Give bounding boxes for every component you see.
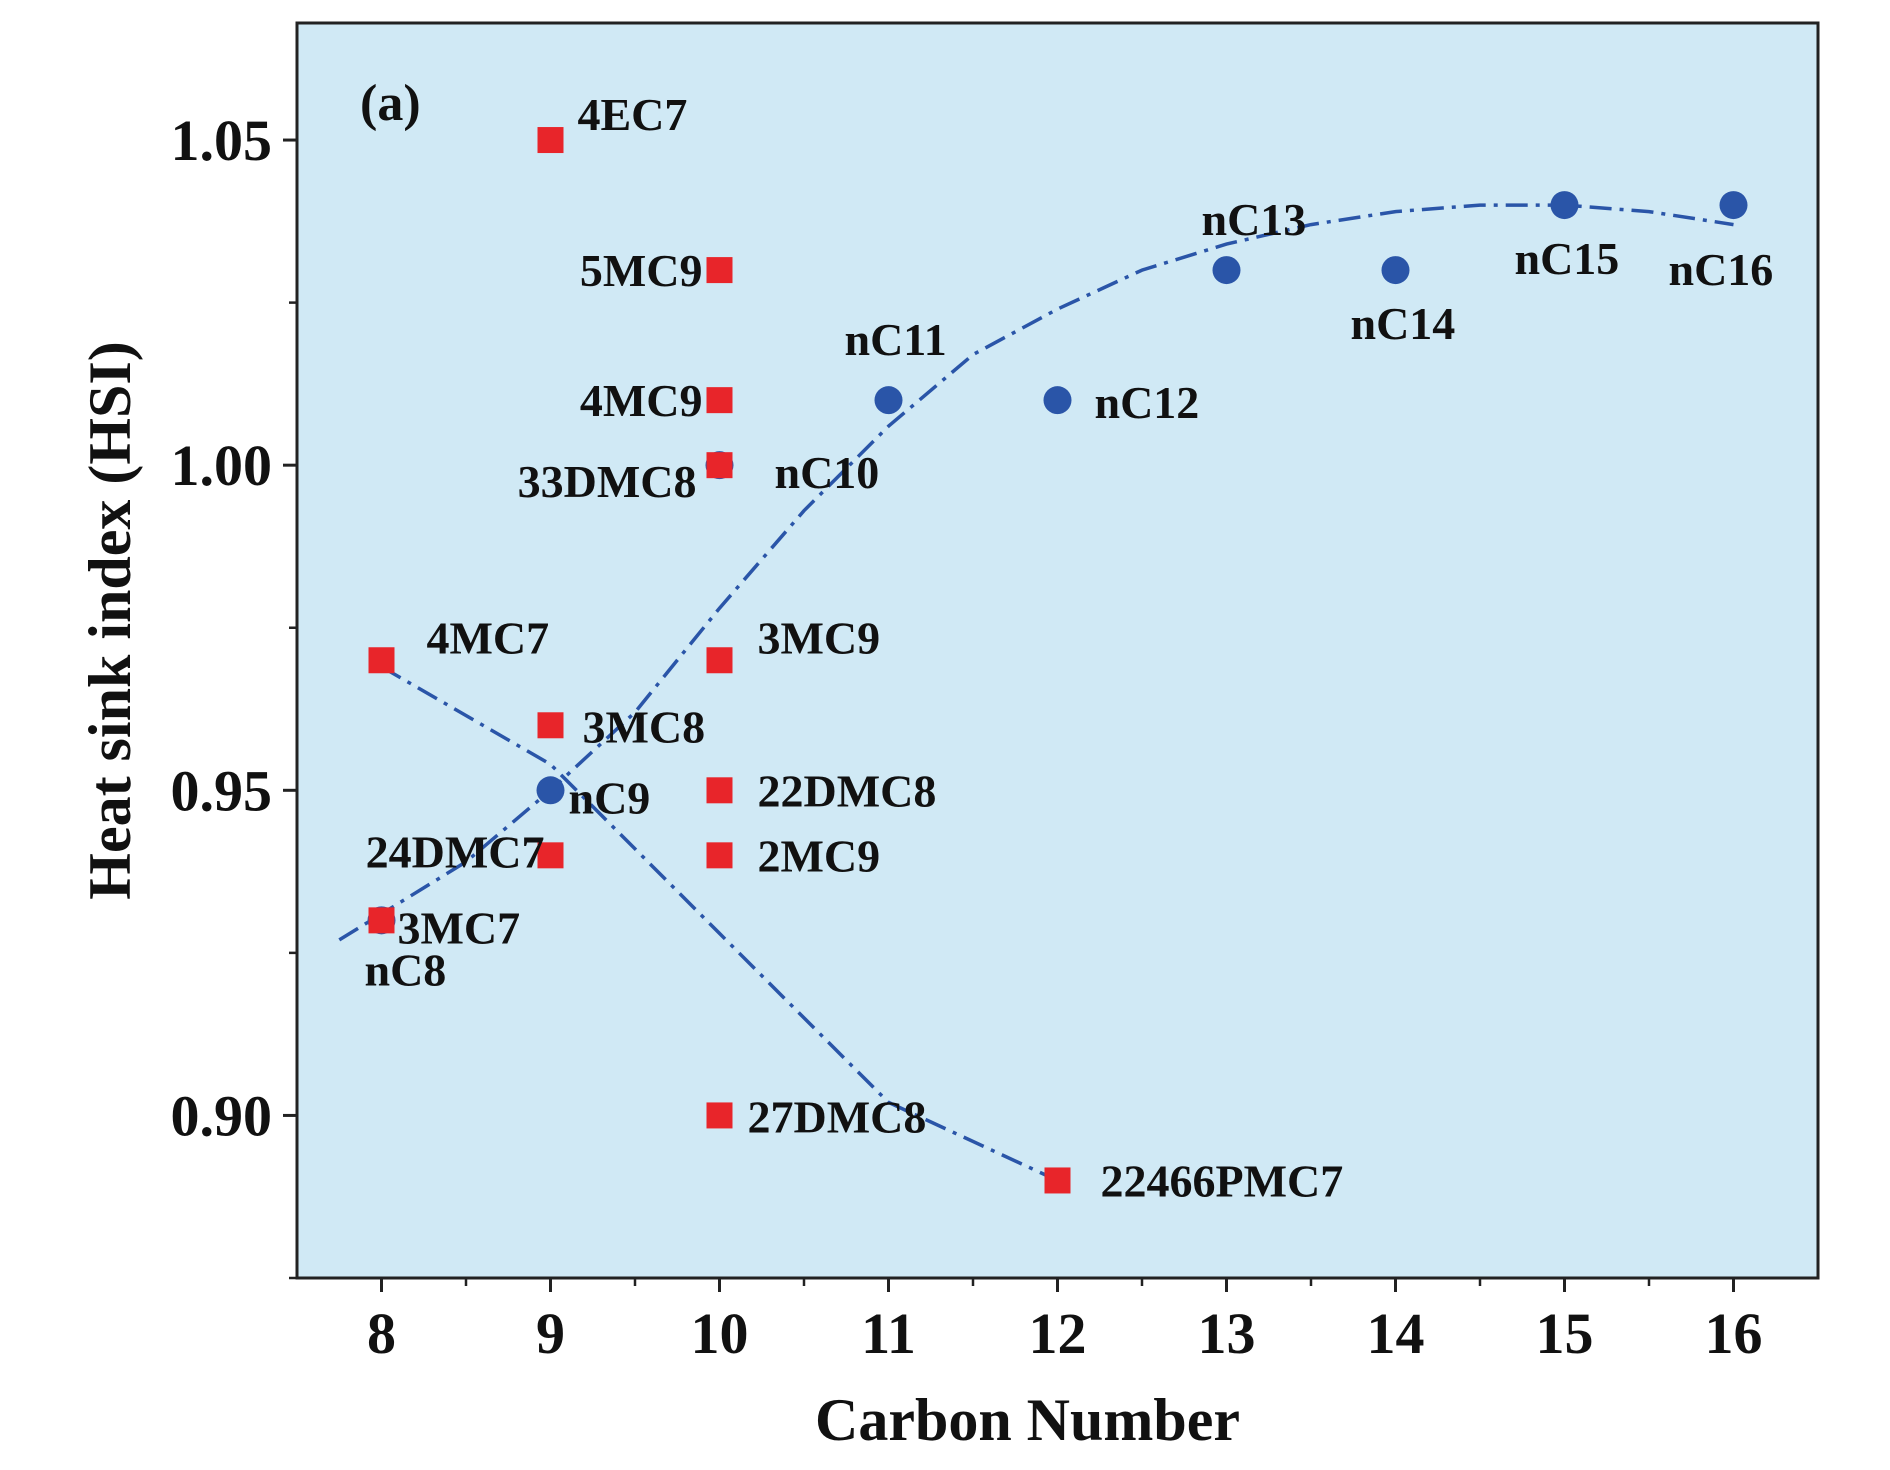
point-label-nc10: nC10: [775, 447, 880, 498]
trend-line-1: [338, 203, 1734, 942]
x-tick-label-10: 10: [691, 1301, 749, 1366]
panel-label: (a): [360, 75, 421, 132]
point-label-2mc9: 2MC9: [758, 830, 881, 881]
point-nc14: [1381, 256, 1410, 285]
point-27dmc8: [706, 1102, 733, 1129]
point-label-27dmc8: 27DMC8: [748, 1091, 927, 1142]
point-nc15: [1550, 191, 1579, 220]
x-tick-label-12: 12: [1029, 1301, 1087, 1366]
point-label-33dmc8: 33DMC8: [518, 456, 697, 507]
point-22dmc8: [706, 777, 733, 804]
trend-line-2: [380, 665, 1059, 1183]
point-4mc9: [706, 387, 733, 414]
point-label-22dmc8: 22DMC8: [758, 765, 937, 816]
point-label-4mc7: 4MC7: [427, 612, 550, 663]
point-label-22466pmc7: 22466PMC7: [1101, 1155, 1344, 1206]
point-nc11: [874, 386, 903, 415]
point-label-3mc7: 3MC7: [398, 902, 521, 953]
x-axis-title: Carbon Number: [815, 1387, 1240, 1453]
point-label-4mc9: 4MC9: [580, 375, 703, 426]
point-label-nc15: nC15: [1515, 233, 1620, 284]
point-2mc9: [706, 842, 733, 869]
point-label-3mc8: 3MC8: [583, 701, 706, 752]
x-tick-label-16: 16: [1705, 1301, 1763, 1366]
point-24dmc7: [537, 842, 564, 869]
point-nc16: [1719, 191, 1748, 220]
point-22466pmc7: [1044, 1167, 1071, 1194]
point-3mc9: [706, 647, 733, 674]
x-tick-label-8: 8: [367, 1301, 396, 1366]
point-nc13: [1212, 256, 1241, 285]
x-tick-label-9: 9: [536, 1301, 565, 1366]
point-nc9: [536, 776, 565, 805]
point-label-nc13: nC13: [1202, 194, 1307, 245]
point-label-24dmc7: 24DMC7: [366, 826, 545, 877]
x-tick-label-13: 13: [1198, 1301, 1256, 1366]
point-label-5mc9: 5MC9: [580, 245, 703, 296]
point-3mc8: [537, 712, 564, 739]
point-4ec7: [537, 127, 564, 154]
point-3mc7: [368, 907, 395, 934]
point-label-nc12: nC12: [1095, 377, 1200, 428]
point-4mc7: [368, 647, 395, 674]
y-tick-label-1: 0.95: [171, 758, 273, 823]
point-label-nc16: nC16: [1669, 244, 1774, 295]
point-label-nc9: nC9: [569, 772, 651, 823]
x-tick-label-15: 15: [1536, 1301, 1594, 1366]
y-axis-title: Heat sink index (HSI): [77, 341, 143, 899]
point-label-nc11: nC11: [845, 314, 947, 365]
point-label-3mc9: 3MC9: [758, 612, 881, 663]
point-label-4ec7: 4EC7: [578, 89, 688, 140]
point-nc12: [1043, 386, 1072, 415]
point-33dmc8: [706, 452, 733, 479]
plot-area: [297, 23, 1818, 1278]
point-label-nc14: nC14: [1351, 298, 1456, 349]
point-label-nc8: nC8: [365, 944, 447, 995]
x-tick-label-11: 11: [861, 1301, 916, 1366]
y-tick-label-0: 0.90: [171, 1083, 273, 1148]
y-tick-label-2: 1.00: [171, 433, 273, 498]
x-tick-label-14: 14: [1367, 1301, 1425, 1366]
point-5mc9: [706, 257, 733, 284]
y-tick-label-3: 1.05: [171, 108, 273, 173]
